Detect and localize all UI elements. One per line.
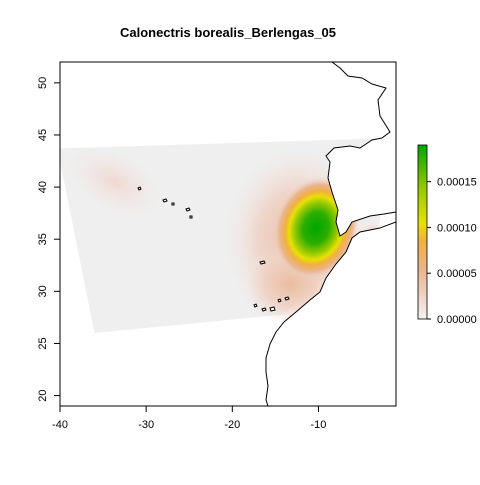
y-tick-label: 45 (37, 129, 49, 141)
canary-island (261, 307, 267, 312)
chart-title: Calonectris borealis_Berlengas_05 (120, 25, 336, 40)
azores-island (185, 207, 191, 212)
canary-island (253, 303, 258, 308)
africa-coastline (265, 221, 396, 406)
canary-island (269, 306, 276, 312)
y-tick-label: 30 (37, 285, 49, 297)
azores-island (162, 198, 168, 203)
density-patch-azores (68, 147, 162, 217)
x-tick-label: -30 (138, 419, 154, 431)
y-tick-label: 35 (37, 233, 49, 245)
colorbar-legend: 0.00000 0.00005 0.00010 0.00015 (417, 144, 477, 326)
island-layer (137, 186, 290, 312)
x-tick-label: -10 (311, 419, 327, 431)
azores-island (171, 202, 175, 206)
colorbar-scale (417, 144, 428, 320)
iberia-coastline (325, 62, 396, 237)
y-tick-label: 25 (37, 337, 49, 349)
azores-island (137, 186, 142, 191)
y-tick-label: 40 (37, 181, 49, 193)
x-tick-label: -40 (52, 419, 68, 431)
y-tick-label: 20 (37, 389, 49, 401)
y-axis: 20 25 30 35 40 45 50 (37, 77, 61, 402)
colorbar-tick-label: 0.00005 (437, 268, 477, 280)
coastline-layer (265, 62, 396, 406)
azores-island (189, 215, 193, 219)
x-tick-label: -20 (224, 419, 240, 431)
colorbar-tick-label: 0.00010 (437, 222, 477, 234)
x-axis: -40 -30 -20 -10 (52, 405, 327, 431)
madeira-island (259, 260, 266, 265)
canary-island (277, 298, 282, 303)
colorbar-tick-label: 0.00015 (437, 177, 477, 189)
y-tick-label: 50 (37, 77, 49, 89)
colorbar-tick-label: 0.00000 (437, 314, 477, 326)
canary-island (284, 296, 290, 301)
